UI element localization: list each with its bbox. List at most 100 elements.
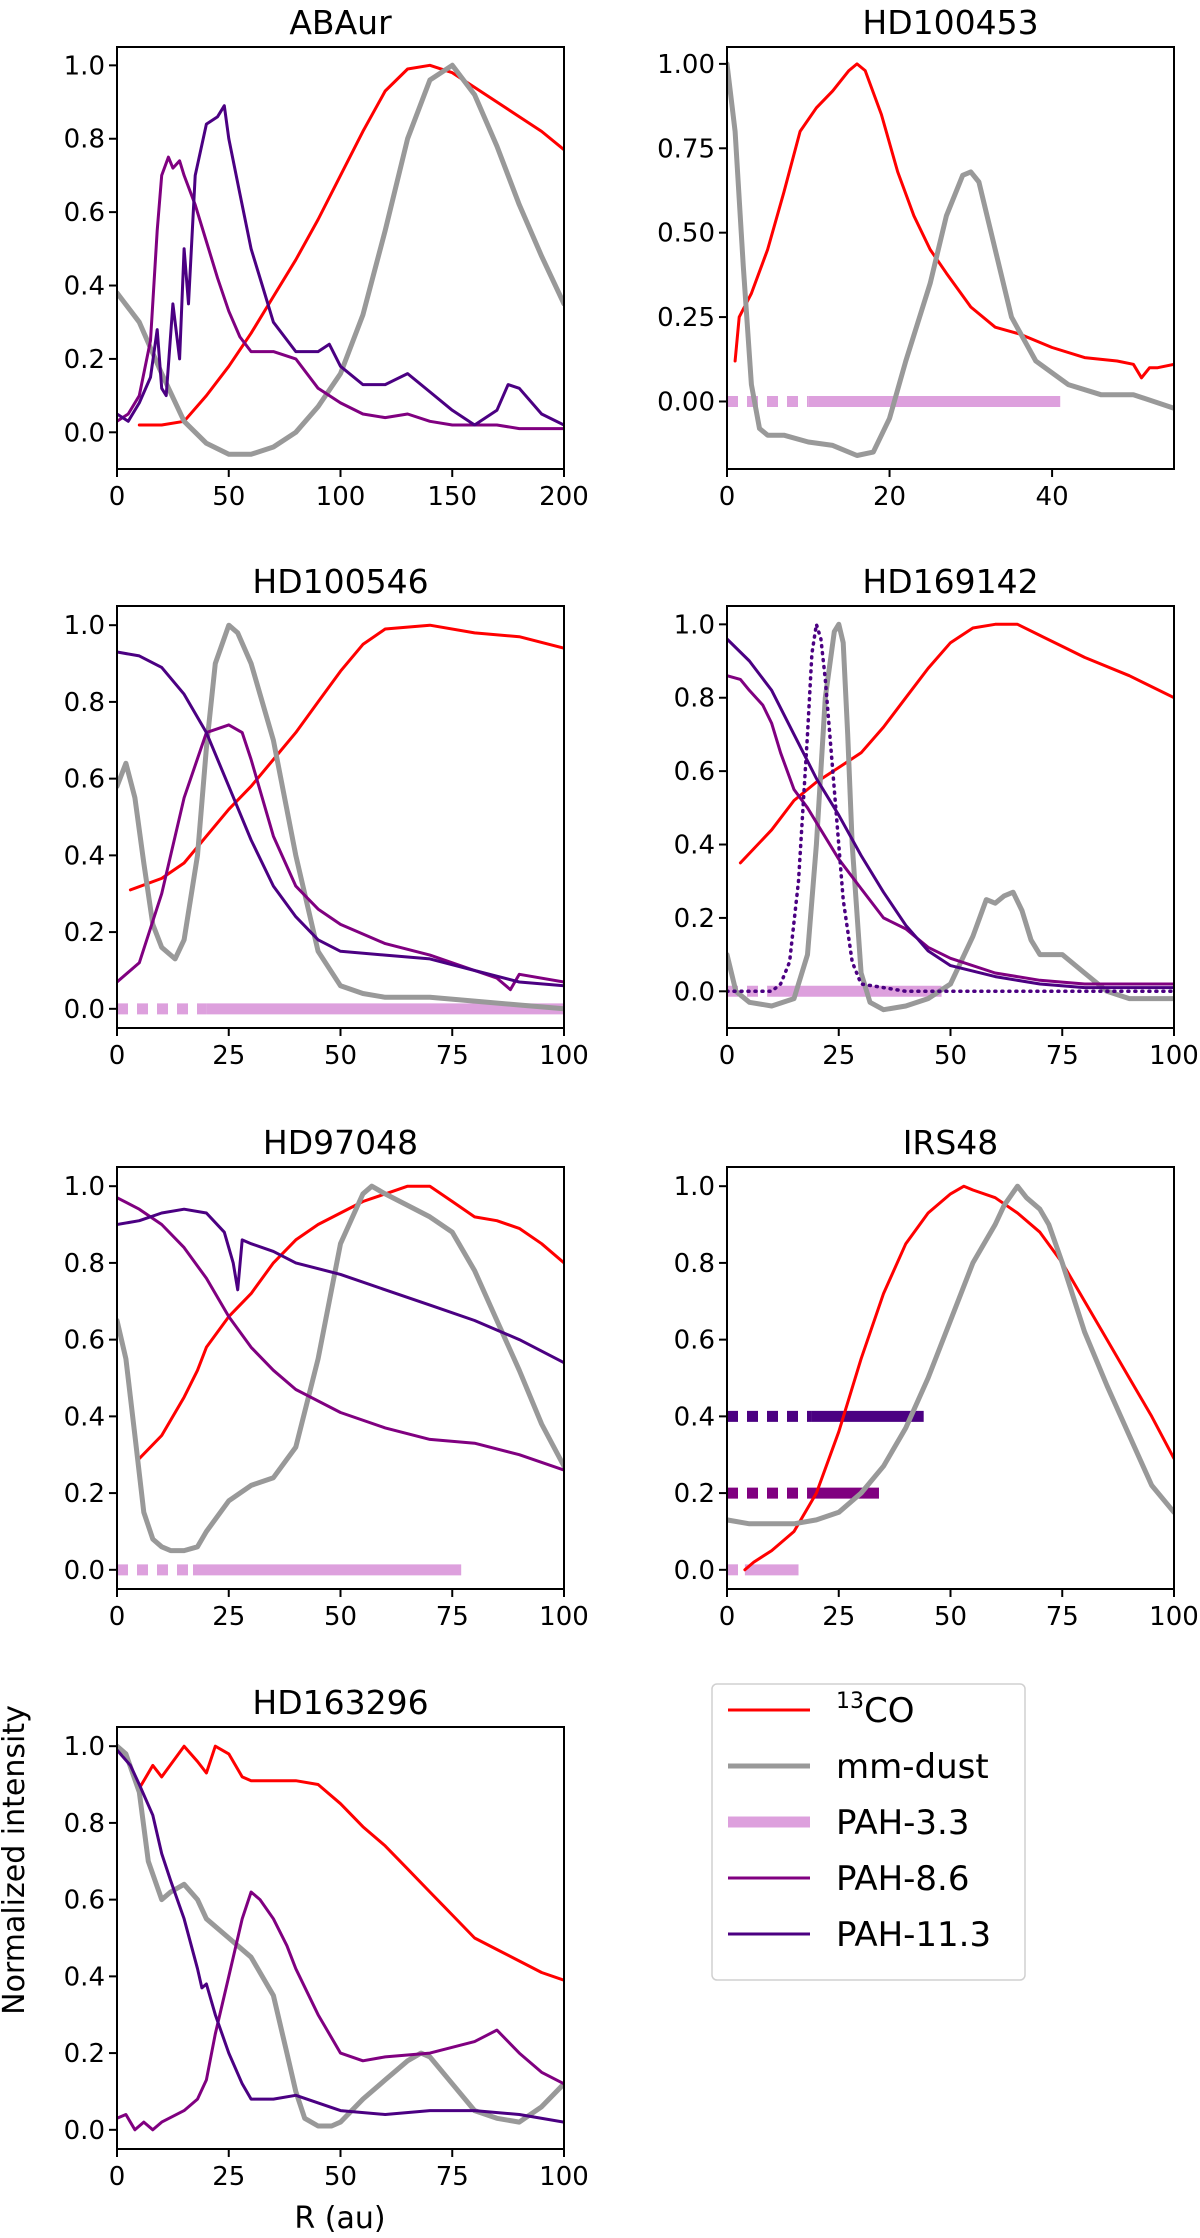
legend-item-pah33: PAH-3.3 [728, 1803, 970, 1843]
series-line-pah113 [727, 622, 1174, 994]
y-tick-label: 0.4 [674, 831, 715, 861]
series-line-dust [117, 622, 564, 1012]
y-tick-label: 0.75 [657, 134, 715, 164]
y-tick-label: 0.6 [64, 1326, 105, 1356]
x-tick-label: 100 [1149, 1041, 1199, 1071]
panel-HD100546: HD100546 0 25 50 75 100 0.0 0.2 0.4 0.6 0.8 1.0 [64, 562, 589, 1071]
panel-title: ABAur [289, 3, 392, 42]
plot-area [117, 1743, 564, 2132]
x-tick-label: 25 [822, 1041, 855, 1071]
panel-HD163296: HD163296 0 25 50 75 100 0.0 0.2 0.4 0.6 0.8 1.0 [64, 1683, 589, 2192]
plot-area [117, 1183, 564, 1576]
x-tick-label: 100 [539, 2162, 589, 2192]
plot-area [727, 61, 1174, 458]
panels-layer: ABAur 0 50 100 150 200 0.0 0.2 0.4 0.6 0.8 1.0 HD100… [64, 3, 1199, 2192]
y-axis-label: Normalized intensity [0, 1705, 32, 2015]
panel-IRS48: IRS48 0 25 50 75 100 0.0 0.2 0.4 0.6 0.8 1.0 [674, 1123, 1199, 1632]
x-tick-label: 75 [436, 1041, 469, 1071]
legend-label: mm-dust [836, 1747, 989, 1787]
y-tick-label: 0.6 [64, 765, 105, 795]
y-tick-label: 0.4 [674, 1402, 715, 1432]
y-tick-label: 0.25 [657, 303, 715, 333]
legend-label: PAH-11.3 [836, 1915, 991, 1955]
y-tick-label: 0.6 [64, 198, 105, 228]
panel-title: HD169142 [862, 562, 1038, 601]
y-tick-label: 0.8 [64, 688, 105, 718]
y-tick-label: 0.0 [674, 977, 715, 1007]
legend-label: PAH-3.3 [836, 1803, 970, 1843]
y-tick-label: 0.8 [674, 684, 715, 714]
x-tick-label: 100 [539, 1602, 589, 1632]
y-tick-label: 0.4 [64, 841, 105, 871]
legend-item-co: 13CO [728, 1689, 915, 1731]
legend-item-pah86: PAH-8.6 [728, 1859, 970, 1899]
x-tick-label: 100 [316, 482, 366, 512]
x-tick-label: 25 [212, 2162, 245, 2192]
y-tick-label: 0.0 [64, 995, 105, 1025]
x-tick-label: 75 [1046, 1041, 1079, 1071]
y-tick-label: 0.4 [64, 1402, 105, 1432]
y-tick-label: 0.8 [64, 1809, 105, 1839]
x-tick-label: 150 [427, 482, 477, 512]
x-tick-label: 0 [719, 1041, 736, 1071]
series-line-co [738, 622, 1174, 865]
x-tick-label: 0 [109, 1602, 126, 1632]
x-tick-label: 40 [1036, 482, 1069, 512]
y-tick-label: 0.50 [657, 219, 715, 249]
y-tick-label: 0.8 [674, 1249, 715, 1279]
x-tick-label: 200 [539, 482, 589, 512]
x-tick-label: 0 [719, 482, 736, 512]
series-line-pah113 [117, 104, 564, 427]
panel-HD100453: HD100453 0 20 40 0.00 0.25 0.50 0.75 1.00 [657, 3, 1175, 512]
plot-area [117, 622, 564, 1015]
panel-title: HD100453 [862, 3, 1038, 42]
y-tick-label: 0.6 [674, 757, 715, 787]
series-line-dust [727, 621, 1174, 1013]
series-line-pah86 [727, 674, 1174, 986]
y-tick-label: 1.0 [674, 610, 715, 640]
y-tick-label: 0.4 [64, 272, 105, 302]
y-tick-label: 0.0 [64, 418, 105, 448]
y-tick-label: 1.0 [64, 611, 105, 641]
y-tick-label: 0.6 [64, 1886, 105, 1916]
plot-area [117, 62, 564, 457]
plot-area [727, 1183, 1174, 1576]
y-tick-label: 1.0 [64, 1172, 105, 1202]
y-tick-label: 0.2 [64, 345, 105, 375]
x-tick-label: 50 [212, 482, 245, 512]
panel-title: HD97048 [263, 1123, 418, 1162]
x-tick-label: 0 [109, 1041, 126, 1071]
y-tick-label: 0.6 [674, 1326, 715, 1356]
x-tick-label: 75 [436, 2162, 469, 2192]
x-tick-label: 50 [324, 2162, 357, 2192]
x-tick-label: 0 [109, 2162, 126, 2192]
panel-ABAur: ABAur 0 50 100 150 200 0.0 0.2 0.4 0.6 0.8 1.0 [64, 3, 589, 512]
y-tick-label: 0.8 [64, 1249, 105, 1279]
y-tick-label: 0.2 [674, 904, 715, 934]
x-tick-label: 50 [324, 1602, 357, 1632]
series-line-dust [727, 61, 1174, 458]
x-tick-label: 100 [1149, 1602, 1199, 1632]
panel-HD169142: HD169142 0 25 50 75 100 0.0 0.2 0.4 0.6 0.8 1.0 [674, 562, 1199, 1071]
series-line-pah113 [727, 637, 1174, 990]
x-tick-label: 50 [324, 1041, 357, 1071]
series-line-pah113 [117, 1207, 564, 1365]
series-line-co [137, 1744, 564, 1982]
series-line-co [137, 63, 564, 427]
x-axis-label: R (au) [294, 2201, 385, 2236]
panel-HD97048: HD97048 0 25 50 75 100 0.0 0.2 0.4 0.6 0.8 1.0 [64, 1123, 589, 1632]
series-line-co [743, 1184, 1174, 1572]
legend-label: PAH-8.6 [836, 1859, 970, 1899]
x-tick-label: 0 [719, 1602, 736, 1632]
y-tick-label: 0.2 [64, 918, 105, 948]
x-tick-label: 0 [109, 482, 126, 512]
x-tick-label: 25 [212, 1602, 245, 1632]
x-tick-label: 25 [822, 1602, 855, 1632]
panel-title: HD163296 [252, 1683, 428, 1722]
x-tick-label: 75 [1046, 1602, 1079, 1632]
panel-title: IRS48 [903, 1123, 999, 1162]
y-tick-label: 1.0 [64, 1732, 105, 1762]
y-tick-label: 0.2 [64, 2039, 105, 2069]
series-line-dust [117, 62, 564, 457]
